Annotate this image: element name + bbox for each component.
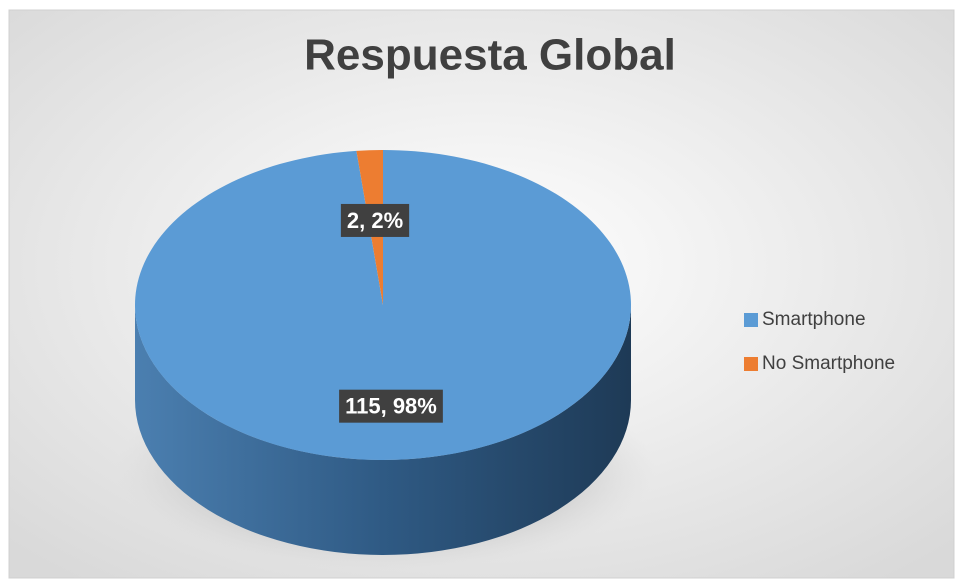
pie-side bbox=[135, 305, 631, 555]
data-label-box bbox=[340, 203, 410, 237]
legend-label: No Smartphone bbox=[762, 353, 895, 374]
data-label-box bbox=[339, 389, 443, 423]
legend-label: Smartphone bbox=[762, 309, 866, 330]
chart-title: Respuesta Global bbox=[304, 31, 676, 80]
legend-swatch bbox=[744, 313, 758, 327]
data-label: 2, 2% bbox=[347, 208, 403, 233]
data-label: 115, 98% bbox=[345, 394, 437, 419]
legend: Smartphone No Smartphone bbox=[744, 309, 895, 374]
legend-swatch bbox=[744, 357, 758, 371]
pie-slice bbox=[135, 150, 632, 460]
data-labels: 115, 98% 2, 2% bbox=[339, 203, 443, 423]
